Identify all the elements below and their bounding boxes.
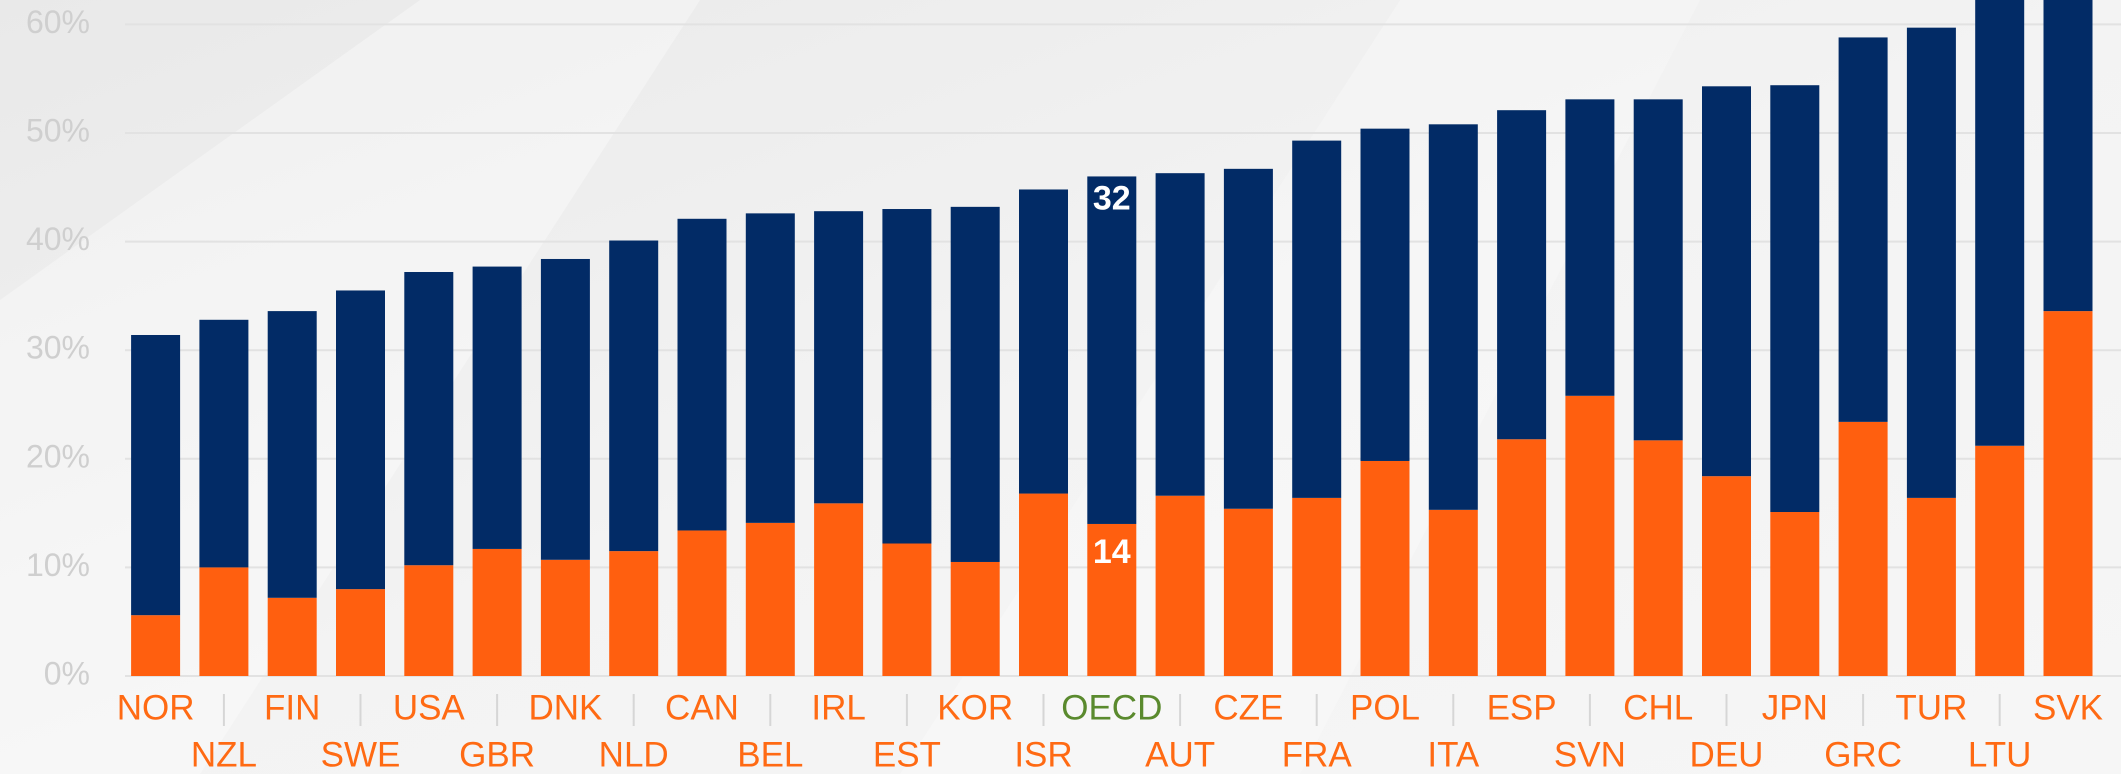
x-tick-label: EST xyxy=(873,735,941,774)
bar-segment xyxy=(745,213,795,523)
x-tick-label: CHL xyxy=(1623,688,1693,727)
bar-segment xyxy=(1087,176,1137,524)
y-tick-label: 0% xyxy=(44,655,90,691)
x-tick-label: CZE xyxy=(1213,688,1283,727)
bar-segment xyxy=(199,319,249,568)
x-tick-label: USA xyxy=(393,688,466,727)
data-label: 32 xyxy=(1093,179,1131,217)
bar-segment xyxy=(677,218,727,531)
x-tick-label: GBR xyxy=(459,735,535,774)
bar-segment xyxy=(404,565,454,676)
x-tick-label: LTU xyxy=(1968,735,2032,774)
bar-segment xyxy=(1565,99,1615,396)
bar-segment xyxy=(1428,124,1478,510)
bar-segment xyxy=(1155,173,1205,496)
bar-segment xyxy=(882,209,932,544)
bar-segment xyxy=(882,543,932,676)
y-tick-label: 60% xyxy=(26,4,90,40)
bar-segment xyxy=(1360,128,1410,461)
x-tick-label: OECD xyxy=(1061,688,1162,727)
x-tick-label: ESP xyxy=(1487,688,1557,727)
bar-segment xyxy=(745,522,795,676)
y-tick-label: 20% xyxy=(26,438,90,474)
bar-segment xyxy=(1633,99,1683,441)
bar-segment xyxy=(1770,512,1820,676)
y-tick-label: 10% xyxy=(26,547,90,583)
y-tick-label: 40% xyxy=(26,221,90,257)
x-tick-label: DNK xyxy=(528,688,602,727)
bar-segment xyxy=(336,290,385,590)
y-tick-label: 50% xyxy=(26,112,90,148)
bar-segment xyxy=(1019,493,1068,676)
bar-segment xyxy=(1292,497,1342,676)
bar-segment xyxy=(1360,460,1410,676)
y-tick-label: 30% xyxy=(26,330,90,366)
x-tick-label: ISR xyxy=(1014,735,1072,774)
bar-segment xyxy=(1019,189,1068,494)
x-tick-label: CAN xyxy=(665,688,739,727)
bar-segment xyxy=(1087,523,1137,676)
bar-segment xyxy=(1838,421,1888,676)
x-tick-label: FIN xyxy=(264,688,320,727)
bar-segment xyxy=(1155,495,1205,676)
x-tick-label: SVN xyxy=(1554,735,1626,774)
bar-segment xyxy=(814,211,864,504)
x-tick-label: NLD xyxy=(599,735,669,774)
bar-segment xyxy=(1292,140,1342,498)
bar-segment xyxy=(950,561,1000,676)
bar-segment xyxy=(1975,0,2025,446)
x-tick-label: IRL xyxy=(811,688,865,727)
bar-segment xyxy=(1223,168,1273,509)
bar-segment xyxy=(1565,395,1615,676)
bar-segment xyxy=(1906,497,1956,676)
bar-segment xyxy=(1975,445,2025,676)
bar-segment xyxy=(1223,508,1273,676)
bar-segment xyxy=(267,311,317,598)
bar-segment xyxy=(1702,86,1751,477)
x-tick-label: BEL xyxy=(737,735,803,774)
bar-segment xyxy=(131,615,181,676)
x-tick-label: JPN xyxy=(1762,688,1828,727)
x-tick-label: DEU xyxy=(1690,735,1764,774)
x-tick-label: KOR xyxy=(937,688,1013,727)
x-tick-label: ITA xyxy=(1427,735,1480,774)
bar-segment xyxy=(404,272,454,566)
bar-segment xyxy=(950,206,1000,562)
bar-segment xyxy=(1633,440,1683,676)
x-tick-label: POL xyxy=(1350,688,1420,727)
bar-segment xyxy=(814,503,864,676)
x-tick-label: NOR xyxy=(117,688,195,727)
x-tick-label: NZL xyxy=(191,735,257,774)
bar-segment xyxy=(609,551,659,676)
bar-segment xyxy=(1770,85,1820,513)
bar-segment xyxy=(540,258,590,560)
x-tick-label: TUR xyxy=(1895,688,1967,727)
bar-segment xyxy=(2043,0,2093,312)
x-tick-label: SWE xyxy=(321,735,401,774)
bar-segment xyxy=(1497,110,1547,440)
bar-segment xyxy=(199,567,249,676)
bar-segment xyxy=(267,597,317,676)
bar-segment xyxy=(609,240,659,552)
bar-segment xyxy=(336,589,385,676)
x-tick-label: SVK xyxy=(2033,688,2103,727)
data-label: 14 xyxy=(1093,533,1131,571)
bar-segment xyxy=(1838,37,1888,422)
bar-segment xyxy=(1702,476,1751,676)
x-tick-label: FRA xyxy=(1282,735,1353,774)
bar-segment xyxy=(1497,439,1547,676)
bar-segment xyxy=(540,559,590,676)
bar-segment xyxy=(1428,509,1478,676)
bar-segment xyxy=(677,530,727,676)
bar-segment xyxy=(131,334,181,616)
bar-segment xyxy=(472,548,522,676)
x-tick-label: AUT xyxy=(1145,735,1215,774)
x-tick-label: GRC xyxy=(1824,735,1902,774)
bar-segment xyxy=(2043,311,2093,676)
bar-segment xyxy=(472,266,522,549)
bar-segment xyxy=(1906,27,1956,498)
